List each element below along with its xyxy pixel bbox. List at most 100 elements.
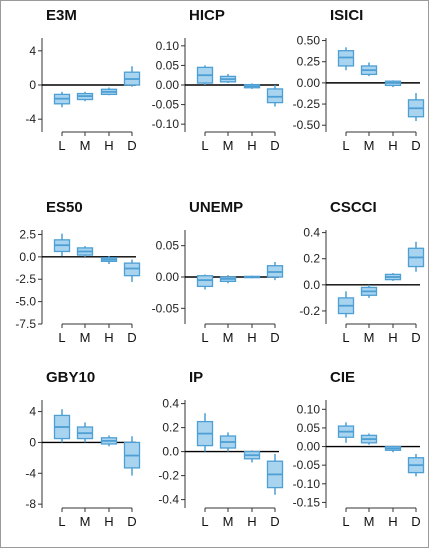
x-tick-label: D bbox=[270, 330, 279, 345]
x-tick-label: D bbox=[127, 138, 136, 153]
y-tick-label: 2.5 bbox=[19, 227, 36, 241]
box-M bbox=[219, 432, 237, 452]
y-tick-label: -0.05 bbox=[293, 458, 321, 472]
box-D bbox=[123, 66, 141, 87]
y-tick-label: 0 bbox=[29, 435, 36, 449]
x-tick-label: D bbox=[127, 514, 136, 529]
box-L bbox=[196, 65, 214, 85]
x-tick-label: D bbox=[411, 514, 420, 529]
y-tick-label: -0.2 bbox=[158, 469, 179, 483]
box-H bbox=[384, 445, 402, 453]
box-D bbox=[266, 454, 284, 495]
x-tick-label: L bbox=[58, 138, 65, 153]
x-tick-label: H bbox=[104, 138, 113, 153]
x-tick-label: M bbox=[223, 514, 234, 529]
panel-title: GBY10 bbox=[46, 369, 95, 386]
x-tick-label: H bbox=[388, 330, 397, 345]
y-tick-label: 0.05 bbox=[156, 58, 180, 72]
box-L bbox=[337, 422, 355, 443]
box-D bbox=[407, 241, 425, 272]
x-tick-label: D bbox=[127, 330, 136, 345]
x-tick-label: D bbox=[411, 330, 420, 345]
y-tick-label: -0.10 bbox=[293, 477, 321, 491]
y-tick-label: 0.00 bbox=[297, 76, 321, 90]
x-tick-label: M bbox=[364, 330, 375, 345]
x-tick-label: H bbox=[247, 514, 256, 529]
panel-ip: IP 0.4 0.2 0.0 -0.2 -0.4 L M H D bbox=[158, 369, 284, 529]
box-iqr bbox=[266, 88, 284, 104]
x-tick-label: M bbox=[364, 138, 375, 153]
panel-unemp: UNEMP 0.05 0.00 -0.05 L M H D bbox=[152, 199, 284, 345]
y-tick-label: 0.10 bbox=[156, 39, 180, 53]
box-M bbox=[76, 246, 94, 257]
panel-title: IP bbox=[189, 369, 203, 386]
x-tick-label: L bbox=[58, 330, 65, 345]
box-L bbox=[53, 409, 71, 443]
x-tick-label: L bbox=[58, 514, 65, 529]
y-tick-label: 0.00 bbox=[297, 440, 321, 454]
x-tick-label: H bbox=[388, 514, 397, 529]
box-H bbox=[243, 450, 261, 463]
panel-title: ES50 bbox=[46, 199, 83, 216]
panel-title: ISICI bbox=[330, 7, 363, 24]
y-tick-label: -0.4 bbox=[158, 493, 179, 507]
y-tick-label: -0.15 bbox=[293, 495, 321, 509]
y-tick-label: -4 bbox=[25, 466, 36, 480]
y-tick-label: 0.25 bbox=[297, 55, 321, 69]
y-tick-label: 0.10 bbox=[297, 402, 321, 416]
box-L bbox=[196, 413, 214, 452]
y-tick-label: 4 bbox=[29, 405, 36, 419]
y-tick-label: -0.05 bbox=[152, 301, 180, 315]
box-H bbox=[243, 83, 261, 89]
y-tick-label: 0.00 bbox=[156, 270, 180, 284]
panel-cscci: CSCCI 0.4 0.2 0.0 -0.2 L M H D bbox=[299, 199, 425, 345]
y-tick-label: 0.4 bbox=[303, 226, 320, 240]
y-tick-label: 0.2 bbox=[162, 421, 179, 435]
box-iqr bbox=[196, 275, 214, 288]
box-D bbox=[123, 436, 141, 476]
x-tick-label: M bbox=[80, 514, 91, 529]
panel-title: CSCCI bbox=[330, 199, 377, 216]
panel-title: CIE bbox=[330, 369, 355, 386]
box-M bbox=[219, 74, 237, 84]
box-H bbox=[100, 255, 118, 265]
y-tick-label: 0.05 bbox=[297, 421, 321, 435]
box-D bbox=[407, 454, 425, 477]
box-L bbox=[53, 233, 71, 256]
x-tick-label: L bbox=[201, 138, 208, 153]
x-tick-label: L bbox=[201, 514, 208, 529]
box-M bbox=[76, 422, 94, 443]
x-tick-label: L bbox=[201, 330, 208, 345]
box-M bbox=[360, 62, 378, 77]
box-H bbox=[100, 87, 118, 96]
y-tick-label: 0.0 bbox=[162, 445, 179, 459]
x-tick-label: H bbox=[247, 330, 256, 345]
x-tick-label: L bbox=[342, 138, 349, 153]
box-M bbox=[219, 275, 237, 284]
box-M bbox=[360, 433, 378, 445]
panel-isici: ISICI 0.50 0.25 0.00 -0.25 -0.50 L M H D bbox=[293, 7, 425, 153]
box-D bbox=[407, 93, 425, 121]
panel-hicp: HICP 0.10 0.05 0.00 -0.05 -0.10 L M H D bbox=[152, 7, 284, 153]
y-tick-label: 0 bbox=[29, 78, 36, 92]
y-tick-label: -7.5 bbox=[15, 317, 36, 331]
panel-title: E3M bbox=[46, 7, 77, 24]
panel-cie: CIE 0.10 0.05 0.00 -0.05 -0.10 -0.15 L M H D bbox=[293, 369, 425, 529]
y-tick-label: -0.05 bbox=[152, 98, 180, 112]
y-tick-label: -5.0 bbox=[15, 295, 36, 309]
panel-title: UNEMP bbox=[189, 199, 243, 216]
y-tick-label: 0.2 bbox=[303, 252, 320, 266]
x-tick-label: D bbox=[411, 138, 420, 153]
x-tick-label: H bbox=[247, 138, 256, 153]
x-tick-label: H bbox=[104, 330, 113, 345]
x-tick-label: L bbox=[342, 514, 349, 529]
box-L bbox=[337, 47, 355, 71]
box-H bbox=[384, 273, 402, 281]
box-H bbox=[384, 80, 402, 88]
x-tick-label: M bbox=[80, 330, 91, 345]
y-tick-label: -0.25 bbox=[293, 97, 321, 111]
y-tick-label: 0.0 bbox=[303, 278, 320, 292]
y-tick-label: -4 bbox=[25, 112, 36, 126]
